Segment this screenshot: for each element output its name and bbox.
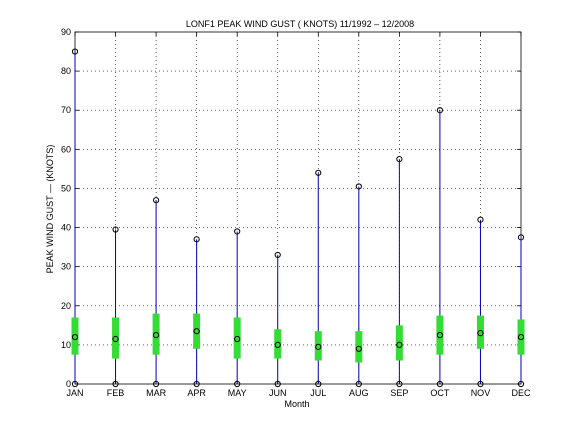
x-tick-label: DEC	[511, 388, 531, 398]
max-marker-mar	[152, 197, 160, 204]
max-marker-jan	[71, 48, 79, 55]
median-marker-mar	[152, 332, 160, 339]
iqr-box-mar	[152, 313, 160, 355]
plot-frame	[74, 31, 522, 385]
min-marker-dec	[517, 380, 525, 388]
x-tick-label: JUN	[269, 388, 287, 398]
y-tick-label: 0	[66, 379, 71, 389]
max-marker-jul	[315, 169, 322, 176]
median-marker-dec	[517, 333, 525, 341]
max-marker-apr	[193, 236, 200, 243]
y-tick-label: 30	[61, 262, 71, 272]
min-marker-mar	[152, 380, 160, 388]
x-axis-label: Month	[284, 399, 309, 409]
iqr-box-nov	[476, 315, 484, 349]
plot-area: 0 10 20 30 40 50 60 70 80 90 JAN FEB MAR APR MAY JUN JUL…	[61, 27, 531, 398]
median-marker-apr	[193, 328, 200, 335]
iqr-box-sep	[395, 325, 403, 361]
x-tick-label: AUG	[349, 388, 369, 398]
y-tick-label: 90	[61, 27, 71, 37]
median-marker-jan	[71, 333, 79, 341]
max-marker-sep	[396, 156, 403, 163]
max-marker-jun	[274, 251, 281, 259]
min-marker-feb	[112, 380, 119, 388]
median-marker-feb	[112, 335, 119, 343]
y-axis-label: PEAK WIND GUST — (KNOTS)	[45, 145, 55, 274]
x-tick-label: FEB	[107, 388, 125, 398]
y-tick-label: 50	[61, 183, 71, 193]
max-marker-aug	[355, 183, 362, 190]
max-marker-feb	[112, 226, 119, 233]
x-tick-label: NOV	[471, 388, 491, 398]
y-tick-label: 40	[61, 223, 71, 233]
median-marker-may	[234, 335, 241, 343]
min-marker-jan	[71, 380, 79, 388]
min-marker-sep	[396, 380, 403, 388]
max-marker-may	[234, 228, 241, 235]
median-marker-aug	[355, 345, 362, 352]
y-tick-label: 20	[61, 301, 71, 311]
median-marker-nov	[477, 330, 484, 337]
max-marker-oct	[436, 107, 444, 114]
iqr-box-aug	[355, 331, 363, 363]
iqr-box-jul	[314, 331, 322, 361]
iqr-box-jan	[71, 317, 79, 355]
y-tick-label: 80	[61, 66, 71, 76]
min-marker-jun	[274, 380, 281, 388]
iqr-box-apr	[193, 313, 201, 349]
min-marker-apr	[193, 380, 200, 388]
median-marker-jun	[274, 341, 281, 348]
max-marker-dec	[517, 234, 525, 241]
iqr-box-oct	[436, 315, 444, 355]
x-tick-label: JAN	[66, 388, 83, 398]
iqr-box-dec	[517, 319, 525, 355]
chart-title: LONF1 PEAK WIND GUST ( KNOTS) 11/1992 – …	[186, 19, 414, 29]
min-marker-nov	[477, 380, 484, 388]
iqr-box-may	[233, 317, 241, 359]
median-marker-jul	[315, 343, 322, 350]
x-tick-label: JUL	[310, 388, 326, 398]
y-tick-label: 10	[61, 340, 71, 350]
min-marker-oct	[436, 380, 444, 388]
x-tick-label: APR	[187, 388, 206, 398]
iqr-box-feb	[112, 317, 120, 359]
median-marker-sep	[396, 341, 403, 348]
median-marker-oct	[436, 332, 444, 339]
min-marker-may	[234, 380, 241, 388]
iqr-box-jun	[274, 329, 282, 359]
y-tick-label: 60	[61, 144, 71, 154]
x-tick-label: OCT	[430, 388, 450, 398]
min-marker-jul	[315, 380, 322, 388]
max-marker-nov	[477, 216, 484, 223]
x-tick-label: SEP	[390, 388, 408, 398]
x-tick-label: MAR	[146, 388, 167, 398]
x-tick-label: MAY	[228, 388, 247, 398]
min-marker-aug	[355, 380, 362, 388]
y-tick-label: 70	[61, 105, 71, 115]
